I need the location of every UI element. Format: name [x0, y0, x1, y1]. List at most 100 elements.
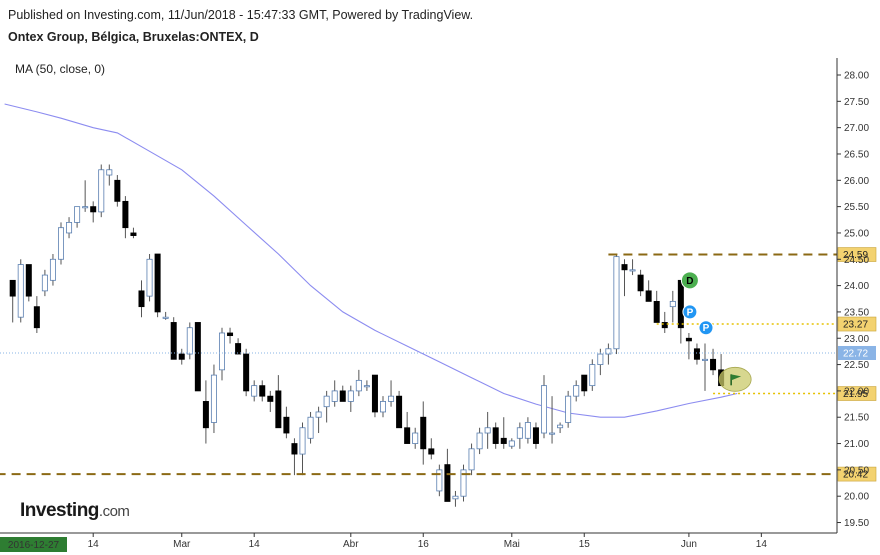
time-tick-label: 14 [88, 539, 100, 550]
candle [516, 427, 523, 439]
time-tick-label: 14 [756, 539, 768, 550]
candle [363, 385, 370, 388]
price-tick-label: 25.50 [844, 202, 869, 213]
candle [41, 274, 48, 292]
price-tick-label: 23.50 [844, 307, 869, 318]
candle [9, 279, 16, 297]
candle [388, 395, 395, 402]
level-label: 24.59 [843, 250, 868, 261]
price-tick-label: 21.00 [844, 439, 869, 450]
candle [371, 374, 378, 413]
axes-layer: 28.00 27.50 27.00 26.50 26.00 25.50 25.00 24.50… [0, 58, 869, 552]
time-tick-label: Jun [681, 539, 697, 550]
candle [66, 222, 73, 234]
candle [420, 416, 427, 450]
candle [170, 322, 177, 360]
flag-icon [731, 374, 742, 381]
time-tick-label: 16 [418, 539, 430, 550]
candle [653, 300, 660, 323]
candle [444, 464, 451, 502]
candle [138, 290, 145, 308]
candle [629, 269, 636, 272]
candle [661, 322, 668, 329]
price-tick-label: 20.00 [844, 492, 869, 503]
candle [315, 411, 322, 418]
price-tick-label: 23.00 [844, 334, 869, 345]
price-tick-label: 21.50 [844, 413, 869, 424]
candle [685, 337, 692, 342]
event-badge [698, 320, 714, 336]
time-tick-label: 15 [579, 539, 591, 550]
candle [210, 374, 217, 423]
event-badge-label: P [703, 323, 710, 334]
start-date-label: 2016-12-27 [8, 540, 60, 551]
candle [500, 437, 507, 444]
candles-layer [9, 164, 725, 507]
candle [581, 374, 588, 392]
candle [25, 264, 32, 297]
candle [702, 358, 709, 361]
candle [267, 395, 274, 402]
candle [114, 179, 121, 202]
candle [251, 385, 258, 397]
candle [524, 422, 531, 439]
price-tick-label: 27.50 [844, 97, 869, 108]
candle [436, 469, 443, 492]
candle [637, 274, 644, 292]
levels-layer: 24.59 20.42 23.27 21.95 22.72 [0, 247, 877, 482]
candle [492, 427, 499, 444]
candle [565, 395, 572, 423]
price-tick-label: 24.00 [844, 281, 869, 292]
investing-logo: Investing.com [20, 500, 130, 521]
candle [597, 353, 604, 365]
candle [283, 416, 290, 434]
candle [323, 395, 330, 408]
level-label: 21.95 [843, 389, 868, 400]
event-badge [680, 271, 699, 290]
level-label: 20.42 [843, 470, 868, 481]
price-tick-label: 22.00 [844, 386, 869, 397]
indicator-legend[interactable]: MA (50, close, 0) [15, 62, 106, 76]
candle [468, 448, 475, 471]
candle [508, 440, 515, 447]
candle [404, 427, 411, 444]
candle [49, 258, 56, 281]
candle [452, 495, 459, 500]
price-tick-label: 26.00 [844, 176, 869, 187]
level-label-box [837, 316, 877, 332]
price-tick-label: 26.50 [844, 149, 869, 160]
price-tick-label: 24.50 [844, 255, 869, 266]
price-tick-label: 19.50 [844, 518, 869, 529]
published-caption: Published on Investing.com, 11/Jun/2018 … [8, 8, 474, 22]
candle [484, 427, 491, 434]
level-label-box [837, 386, 877, 401]
candle [58, 227, 65, 260]
candle [412, 432, 419, 444]
last-price-box [838, 345, 876, 360]
candle [202, 401, 209, 429]
level-label-box [837, 466, 877, 482]
event-badge-label: P [687, 307, 694, 318]
candle [355, 379, 362, 392]
time-tick-label: Abr [343, 539, 359, 550]
candle [154, 253, 161, 313]
candle [82, 206, 89, 209]
candle [669, 300, 676, 308]
candle [573, 385, 580, 397]
candle [130, 232, 137, 236]
time-tick-label: Mai [504, 539, 520, 550]
candle [291, 443, 298, 455]
candle [218, 332, 225, 371]
event-badge-label: D [686, 276, 693, 287]
price-tick-label: 22.50 [844, 360, 869, 371]
candle [275, 390, 282, 429]
candle [98, 169, 105, 213]
candle [476, 432, 483, 450]
candle [90, 206, 97, 213]
candle [541, 385, 548, 434]
candle [299, 427, 306, 455]
time-tick-label: Mar [173, 539, 191, 550]
candle [460, 469, 467, 497]
candle [194, 322, 201, 392]
